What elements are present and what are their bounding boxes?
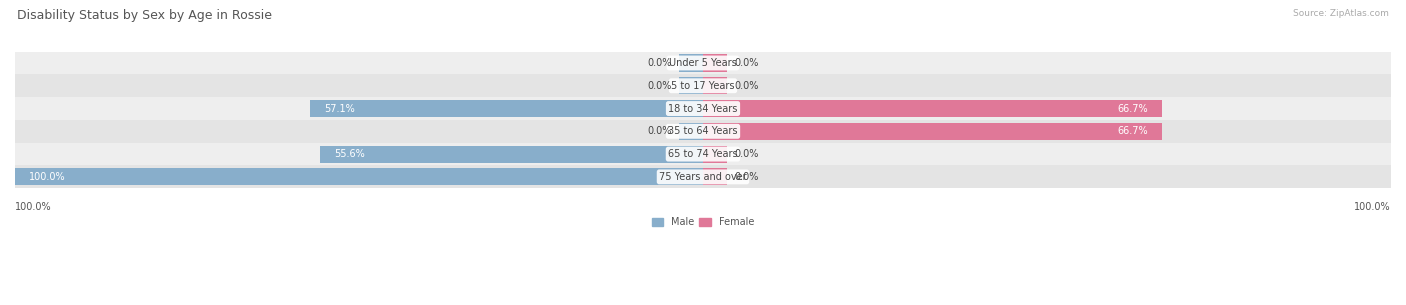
Bar: [703, 168, 727, 185]
Text: 0.0%: 0.0%: [648, 126, 672, 136]
Bar: [321, 145, 703, 163]
Bar: [679, 55, 703, 72]
Text: Disability Status by Sex by Age in Rossie: Disability Status by Sex by Age in Rossi…: [17, 9, 271, 22]
Text: 100.0%: 100.0%: [28, 172, 66, 182]
Text: 57.1%: 57.1%: [323, 103, 354, 113]
Text: 0.0%: 0.0%: [734, 149, 758, 159]
Text: 0.0%: 0.0%: [734, 58, 758, 68]
Bar: [703, 123, 1161, 140]
Text: 0.0%: 0.0%: [734, 81, 758, 91]
Bar: [311, 100, 703, 117]
Text: 100.0%: 100.0%: [15, 202, 52, 212]
Bar: [15, 97, 1391, 120]
Bar: [15, 168, 703, 185]
Bar: [15, 74, 1391, 97]
Text: 18 to 34 Years: 18 to 34 Years: [668, 103, 738, 113]
Bar: [679, 77, 703, 94]
Bar: [703, 77, 727, 94]
Text: 75 Years and over: 75 Years and over: [659, 172, 747, 182]
Text: 35 to 64 Years: 35 to 64 Years: [668, 126, 738, 136]
Bar: [15, 166, 1391, 188]
Bar: [703, 100, 1161, 117]
Text: Source: ZipAtlas.com: Source: ZipAtlas.com: [1294, 9, 1389, 18]
Text: 66.7%: 66.7%: [1118, 103, 1149, 113]
Text: 0.0%: 0.0%: [648, 58, 672, 68]
Legend: Male, Female: Male, Female: [648, 214, 758, 231]
Text: Under 5 Years: Under 5 Years: [669, 58, 737, 68]
Bar: [703, 145, 727, 163]
Text: 0.0%: 0.0%: [734, 172, 758, 182]
Bar: [15, 52, 1391, 74]
Bar: [15, 143, 1391, 166]
Text: 65 to 74 Years: 65 to 74 Years: [668, 149, 738, 159]
Text: 55.6%: 55.6%: [335, 149, 366, 159]
Text: 100.0%: 100.0%: [1354, 202, 1391, 212]
Bar: [15, 120, 1391, 143]
Text: 66.7%: 66.7%: [1118, 126, 1149, 136]
Bar: [703, 55, 727, 72]
Text: 0.0%: 0.0%: [648, 81, 672, 91]
Text: 5 to 17 Years: 5 to 17 Years: [671, 81, 735, 91]
Bar: [679, 123, 703, 140]
